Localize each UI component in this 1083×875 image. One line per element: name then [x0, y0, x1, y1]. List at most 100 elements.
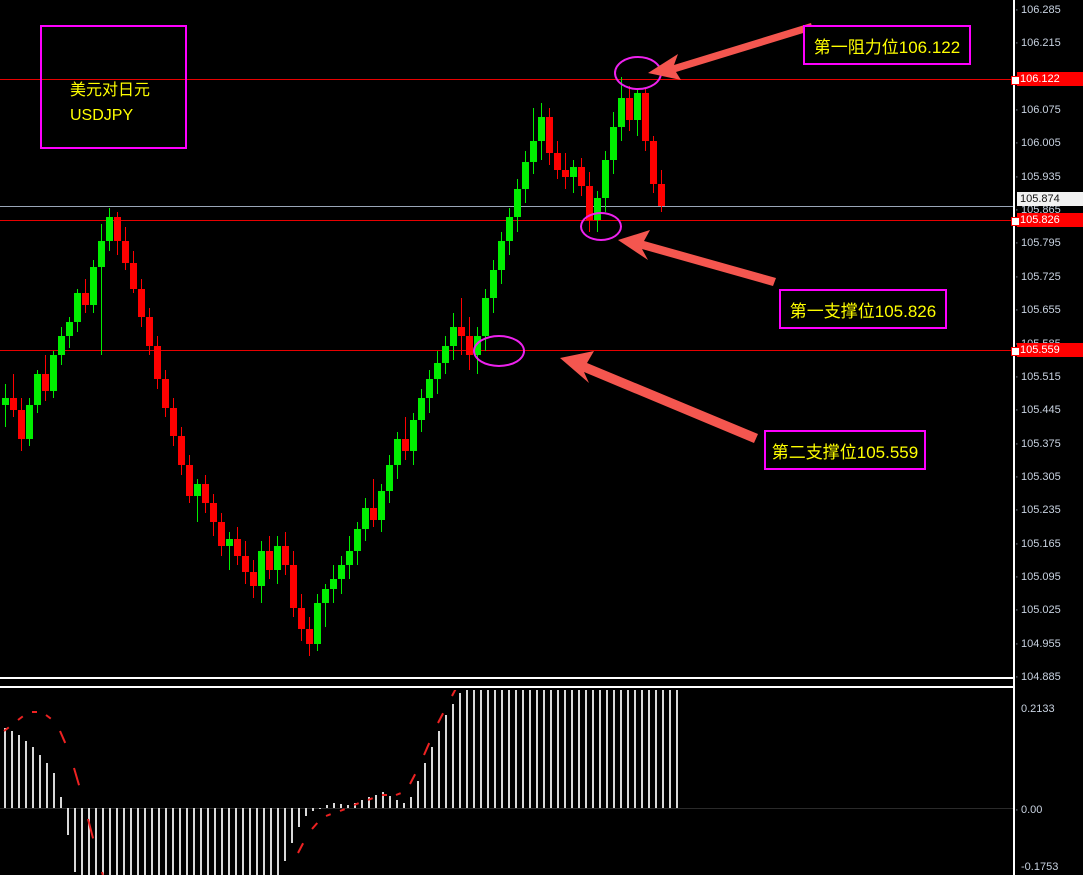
- macd-signal-segment: [382, 793, 388, 796]
- macd-histogram-bar: [67, 808, 69, 835]
- macd-histogram-bar: [116, 808, 118, 875]
- support-2-arrow-icon: [560, 351, 758, 443]
- macd-histogram-bar: [410, 797, 412, 808]
- macd-histogram-bar: [487, 690, 489, 808]
- price-axis[interactable]: ·106.285·106.215·106.145·106.075·106.005…: [1011, 0, 1083, 875]
- macd-histogram-bar: [599, 690, 601, 808]
- price-tick: · 106.075: [1015, 104, 1061, 117]
- support-2-badge-marker-icon: [1011, 347, 1020, 356]
- macd-histogram-bar: [368, 797, 370, 808]
- macd-histogram-bar: [95, 808, 97, 875]
- macd-histogram-bar: [585, 690, 587, 808]
- price-tick: · 104.885: [1015, 671, 1061, 683]
- macd-histogram-bar: [123, 808, 125, 875]
- macd-signal-segment: [451, 690, 458, 697]
- price-tick: · 105.935: [1015, 170, 1061, 183]
- support-1-highlight-ellipse: [580, 212, 622, 241]
- macd-histogram-bar: [641, 690, 643, 808]
- macd-signal-segment: [32, 710, 38, 713]
- macd-signal-segment: [325, 813, 332, 817]
- macd-histogram-bar: [571, 690, 573, 808]
- macd-histogram-bar: [137, 808, 139, 875]
- macd-histogram-bar: [298, 808, 300, 827]
- support-2-badge-text: 105.559: [1020, 344, 1060, 356]
- macd-histogram-bar: [340, 803, 342, 808]
- macd-histogram-bar: [515, 690, 517, 808]
- macd-histogram-bar: [4, 727, 6, 808]
- macd-histogram-bar: [270, 808, 272, 875]
- support-1-badge: 105.826: [1017, 213, 1083, 227]
- macd-histogram-bar: [193, 808, 195, 875]
- macd-histogram-bar: [130, 808, 132, 875]
- macd-histogram-bar: [508, 690, 510, 808]
- macd-histogram-bar: [613, 690, 615, 808]
- resistance-1-badge: 106.122: [1017, 72, 1083, 86]
- macd-histogram-bar: [228, 808, 230, 875]
- support-1-note-text: 第一支撑位105.826: [789, 301, 937, 321]
- macd-histogram-bar: [431, 746, 433, 808]
- macd-histogram-bar: [361, 799, 363, 808]
- macd-histogram-bar: [326, 805, 328, 808]
- macd-histogram-bar: [676, 690, 678, 808]
- price-tick: · 105.375: [1015, 437, 1061, 450]
- macd-histogram-bar: [235, 808, 237, 875]
- price-tick: · 105.515: [1015, 370, 1061, 383]
- macd-histogram-bar: [81, 808, 83, 875]
- macd-histogram-bar: [473, 690, 475, 808]
- macd-signal-segment: [409, 773, 416, 785]
- macd-histogram-bar: [333, 802, 335, 808]
- current-price-line: [0, 206, 1013, 207]
- price-tick: · 106.005: [1015, 137, 1061, 150]
- macd-signal-segment: [3, 725, 10, 732]
- symbol-label-box: 美元对日元 USDJPY: [40, 25, 187, 149]
- price-tick: · 105.025: [1015, 604, 1061, 617]
- price-tick: · 105.725: [1015, 270, 1061, 283]
- price-tick: · 105.445: [1015, 404, 1061, 417]
- macd-histogram-bar: [144, 808, 146, 875]
- macd-histogram-bar: [662, 690, 664, 808]
- macd-histogram-bar: [88, 808, 90, 875]
- macd-histogram-bar: [417, 781, 419, 808]
- macd-histogram-bar: [74, 808, 76, 873]
- macd-histogram-bar: [592, 690, 594, 808]
- macd-histogram-bar: [452, 703, 454, 808]
- macd-histogram-bar: [39, 754, 41, 808]
- macd-histogram-bar: [32, 746, 34, 808]
- macd-histogram-bar: [536, 690, 538, 808]
- macd-histogram-bar: [46, 762, 48, 808]
- macd-histogram-bar: [172, 808, 174, 875]
- macd-signal-segment: [353, 802, 360, 807]
- macd-histogram-bar: [214, 808, 216, 875]
- macd-histogram-bar: [179, 808, 181, 875]
- support-2-badge: 105.559: [1017, 343, 1083, 357]
- price-tick: · 105.165: [1015, 537, 1061, 550]
- macd-histogram-bar: [109, 808, 111, 875]
- macd-histogram-bar: [312, 808, 314, 811]
- macd-histogram-bar: [375, 794, 377, 808]
- macd-histogram-bar: [424, 762, 426, 808]
- macd-histogram-bar: [102, 808, 104, 875]
- macd-histogram-bar: [319, 808, 321, 809]
- price-chart-pane[interactable]: 美元对日元 USDJPY 第一阻力位106.122 第一支撑位105.826 第…: [0, 0, 1013, 677]
- resistance-1-note-box: 第一阻力位106.122: [803, 25, 971, 65]
- macd-signal-segment: [367, 797, 374, 801]
- macd-histogram-bar: [606, 690, 608, 808]
- macd-histogram-bar: [403, 802, 405, 808]
- symbol-label-cn: 美元对日元: [70, 82, 151, 99]
- price-tick: · 105.235: [1015, 504, 1061, 517]
- support-1-arrow-icon: [618, 230, 776, 286]
- macd-indicator-pane[interactable]: [0, 690, 1013, 875]
- macd-signal-segment: [437, 712, 444, 723]
- macd-histogram-bar: [669, 690, 671, 808]
- macd-histogram-bar: [263, 808, 265, 875]
- macd-histogram-bar: [25, 741, 27, 808]
- macd-histogram-bar: [578, 690, 580, 808]
- macd-histogram-bar: [620, 690, 622, 808]
- macd-histogram-bar: [11, 730, 13, 808]
- macd-histogram-bar: [396, 799, 398, 808]
- macd-histogram-bar: [634, 690, 636, 808]
- macd-histogram-bar: [648, 690, 650, 808]
- macd-zero-line: [0, 808, 1013, 809]
- macd-histogram-bar: [480, 690, 482, 808]
- macd-signal-segment: [45, 713, 52, 720]
